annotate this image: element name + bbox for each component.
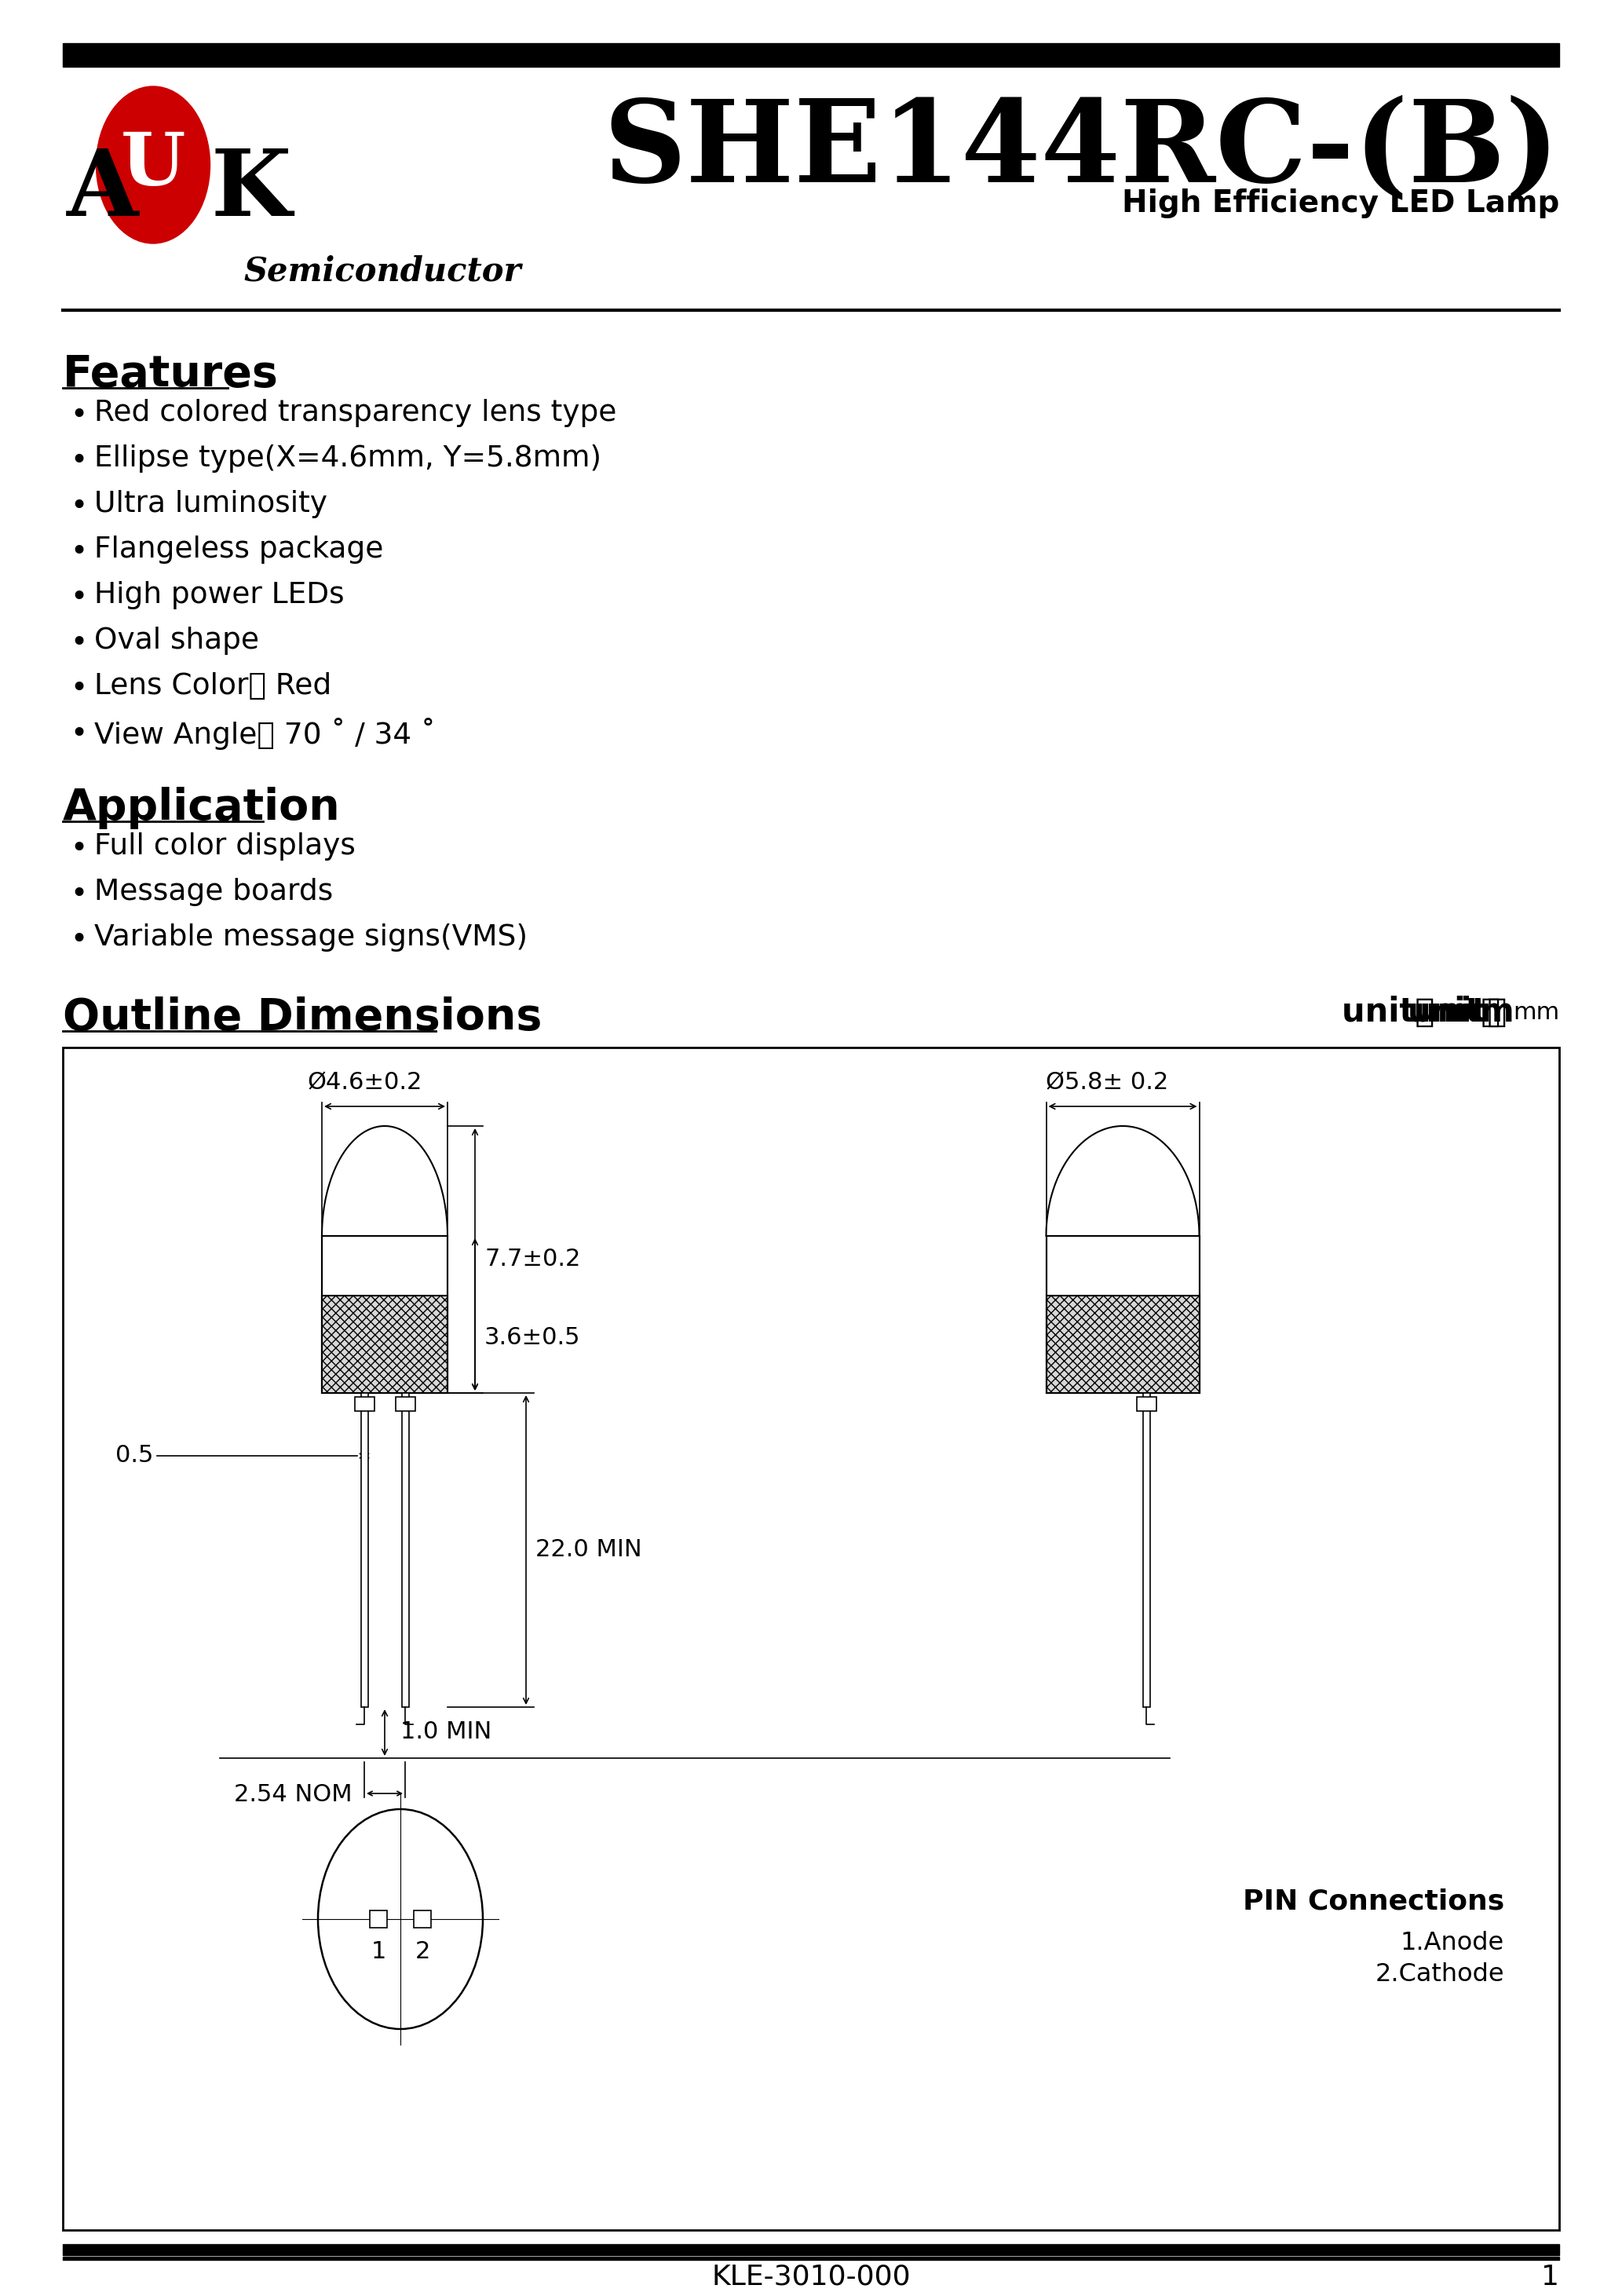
Text: unit：: unit：	[1414, 996, 1518, 1029]
Text: A: A	[67, 145, 138, 236]
Text: •: •	[70, 540, 88, 567]
Bar	[1137, 1396, 1156, 1412]
Text: Ellipse type(X=4.6mm, Y=5.8mm): Ellipse type(X=4.6mm, Y=5.8mm)	[94, 445, 602, 473]
Polygon shape	[1046, 1125, 1199, 1235]
Text: K: K	[211, 145, 290, 236]
Text: •: •	[70, 583, 88, 613]
Text: 1.0 MIN: 1.0 MIN	[401, 1720, 491, 1743]
Text: 2.Cathode: 2.Cathode	[1375, 1963, 1504, 1986]
Text: 22.0 MIN: 22.0 MIN	[535, 1538, 642, 1561]
Text: High power LEDs: High power LEDs	[94, 581, 344, 608]
Text: View Angle： 70 ˚ / 34 ˚: View Angle： 70 ˚ / 34 ˚	[94, 719, 436, 751]
Bar	[1144, 1394, 1150, 1708]
Text: PIN Connections: PIN Connections	[1242, 1887, 1504, 1915]
Text: 1.Anode: 1.Anode	[1400, 1931, 1504, 1956]
Text: •: •	[70, 721, 88, 748]
Text: 1: 1	[1541, 2264, 1559, 2291]
Bar	[321, 1295, 448, 1394]
Text: Ø5.8± 0.2: Ø5.8± 0.2	[1046, 1072, 1168, 1095]
Text: Semiconductor: Semiconductor	[243, 255, 521, 289]
Text: •: •	[70, 675, 88, 703]
Text: mm: mm	[1513, 1001, 1559, 1024]
Ellipse shape	[96, 87, 209, 243]
Bar	[63, 2257, 1559, 2259]
Text: Full color displays: Full color displays	[94, 833, 355, 861]
Text: •: •	[70, 448, 88, 475]
Text: •: •	[70, 882, 88, 909]
Text: SHE144RC-(B): SHE144RC-(B)	[603, 94, 1559, 204]
Text: Outline Dimensions: Outline Dimensions	[63, 996, 542, 1038]
Text: 2.54 NOM: 2.54 NOM	[234, 1784, 352, 1807]
Bar	[355, 1396, 375, 1412]
Text: Features: Features	[63, 354, 279, 395]
Text: •: •	[70, 629, 88, 659]
Text: Flangeless package: Flangeless package	[94, 535, 383, 565]
Text: 2: 2	[415, 1940, 430, 1963]
Text: •: •	[70, 928, 88, 955]
Bar	[63, 44, 1559, 67]
Text: Oval shape: Oval shape	[94, 627, 260, 654]
Polygon shape	[321, 1125, 448, 1235]
Text: unit：: unit：	[1408, 996, 1512, 1029]
Text: Variable message signs(VMS): Variable message signs(VMS)	[94, 923, 527, 953]
Text: •: •	[70, 494, 88, 521]
Bar	[63, 1047, 1559, 2229]
Text: •: •	[70, 402, 88, 429]
Bar	[63, 2243, 1559, 2255]
Text: U: U	[120, 129, 185, 200]
Bar	[1046, 1235, 1199, 1394]
Bar	[402, 1394, 409, 1708]
Text: Ø4.6±0.2: Ø4.6±0.2	[308, 1072, 422, 1095]
Text: unit： mm: unit： mm	[1341, 996, 1515, 1029]
Text: 7.7±0.2: 7.7±0.2	[485, 1249, 581, 1272]
Text: KLE-3010-000: KLE-3010-000	[712, 2264, 910, 2291]
Text: Ultra luminosity: Ultra luminosity	[94, 489, 328, 519]
Bar	[360, 1394, 368, 1708]
Bar	[414, 1910, 431, 1929]
Text: 3.6±0.5: 3.6±0.5	[485, 1327, 581, 1350]
Text: •: •	[70, 836, 88, 863]
Text: Message boards: Message boards	[94, 877, 333, 907]
Text: Red colored transparency lens type: Red colored transparency lens type	[94, 400, 616, 427]
Text: 0.5: 0.5	[115, 1444, 152, 1467]
Text: High Efficiency LED Lamp: High Efficiency LED Lamp	[1121, 188, 1559, 218]
Text: 1: 1	[371, 1940, 386, 1963]
Bar	[321, 1235, 448, 1394]
Text: Lens Color： Red: Lens Color： Red	[94, 673, 331, 700]
Bar	[1046, 1295, 1199, 1394]
Bar	[396, 1396, 415, 1412]
Bar	[370, 1910, 388, 1929]
Text: Application: Application	[63, 788, 341, 829]
